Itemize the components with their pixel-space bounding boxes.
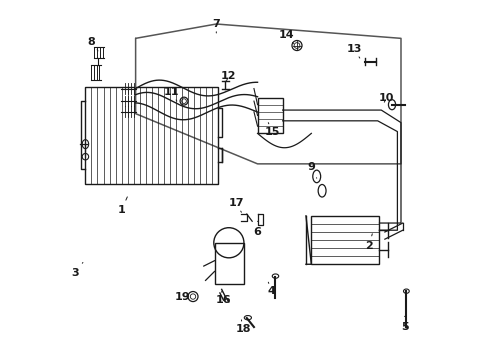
Text: 19: 19 (174, 292, 190, 302)
Text: 14: 14 (278, 30, 294, 44)
Text: 13: 13 (347, 44, 362, 58)
Text: 17: 17 (228, 198, 244, 212)
Text: 2: 2 (365, 234, 372, 251)
Text: 5: 5 (401, 316, 408, 332)
Text: 6: 6 (254, 221, 262, 237)
Text: 7: 7 (213, 19, 220, 33)
Text: 8: 8 (88, 37, 98, 51)
Bar (215, 243, 244, 284)
Text: 9: 9 (307, 162, 317, 178)
Text: 12: 12 (221, 71, 237, 81)
Text: 16: 16 (216, 291, 231, 305)
Text: 18: 18 (236, 320, 251, 334)
Text: 10: 10 (379, 93, 394, 103)
Bar (258, 98, 283, 134)
Bar (311, 216, 379, 264)
Text: 4: 4 (268, 282, 276, 296)
Text: 1: 1 (118, 197, 127, 216)
Text: 15: 15 (264, 123, 280, 136)
Bar (85, 87, 218, 184)
Text: 3: 3 (71, 262, 83, 278)
Text: 11: 11 (164, 87, 179, 101)
